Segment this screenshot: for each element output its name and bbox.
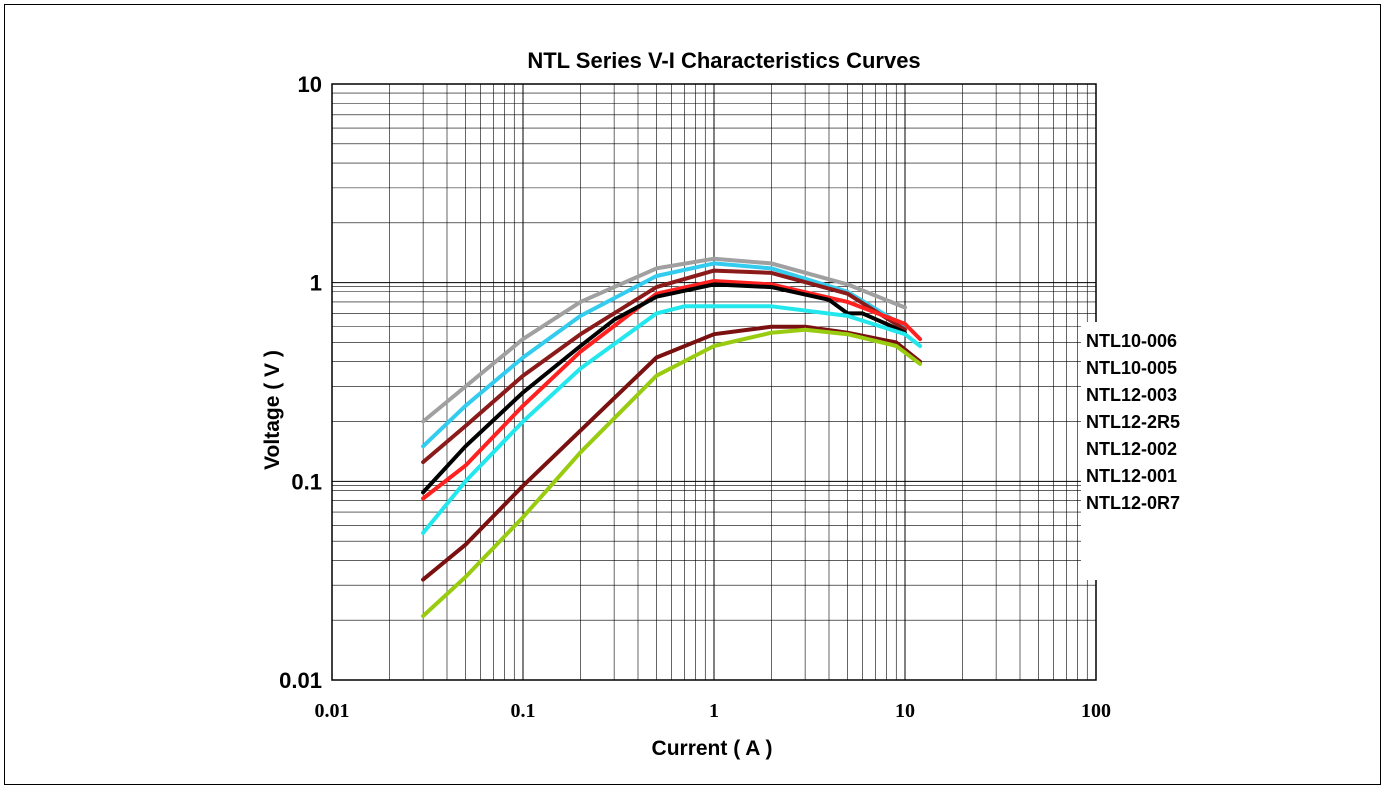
legend-entry: NTL12-003: [1086, 385, 1177, 405]
series-line-7: [421, 324, 923, 582]
x-tick-label: 1: [709, 700, 719, 722]
series-line-2: [421, 261, 907, 449]
chart-frame: [4, 4, 1381, 785]
y-tick-label: 1: [310, 271, 322, 296]
grid: [331, 84, 1096, 681]
legend-background: [1081, 322, 1216, 580]
legend-entry: NTL12-002: [1086, 439, 1177, 459]
chart-title: NTL Series V-I Characteristics Curves: [527, 48, 920, 73]
series-line-8: [421, 327, 923, 618]
y-axis-label: Voltage ( V ): [261, 350, 284, 470]
series-line-6: [421, 304, 923, 535]
legend: NTL10-006 NTL10-005 NTL12-003 NTL12-2R5 NTL1…: [1086, 331, 1180, 513]
x-axis-label: Current ( A ): [652, 737, 773, 760]
x-tick-label: 0.1: [511, 700, 536, 722]
series-line-5: [421, 282, 907, 495]
legend-entry: NTL12-001: [1086, 466, 1177, 486]
x-tick-label: 100: [1081, 700, 1111, 722]
y-tick-label: 0.1: [291, 469, 322, 494]
legend-entry: NTL12-0R7: [1086, 493, 1180, 513]
y-tick-labels: 0.01 0.1 1 10: [279, 72, 322, 693]
x-tick-labels: 0.01 0.1 1 10 100: [315, 700, 1112, 722]
legend-entry: NTL10-006: [1086, 331, 1177, 351]
series-line-3: [421, 268, 907, 465]
x-tick-label: 10: [895, 700, 915, 722]
y-tick-label: 10: [298, 72, 322, 97]
series-line-1: [421, 256, 907, 424]
legend-entry: NTL10-005: [1086, 358, 1177, 378]
series-group: [421, 256, 923, 618]
x-tick-label: 0.01: [315, 700, 350, 722]
y-tick-label: 0.01: [279, 668, 322, 693]
legend-entry: NTL12-2R5: [1086, 412, 1180, 432]
series-line-4: [421, 279, 923, 501]
